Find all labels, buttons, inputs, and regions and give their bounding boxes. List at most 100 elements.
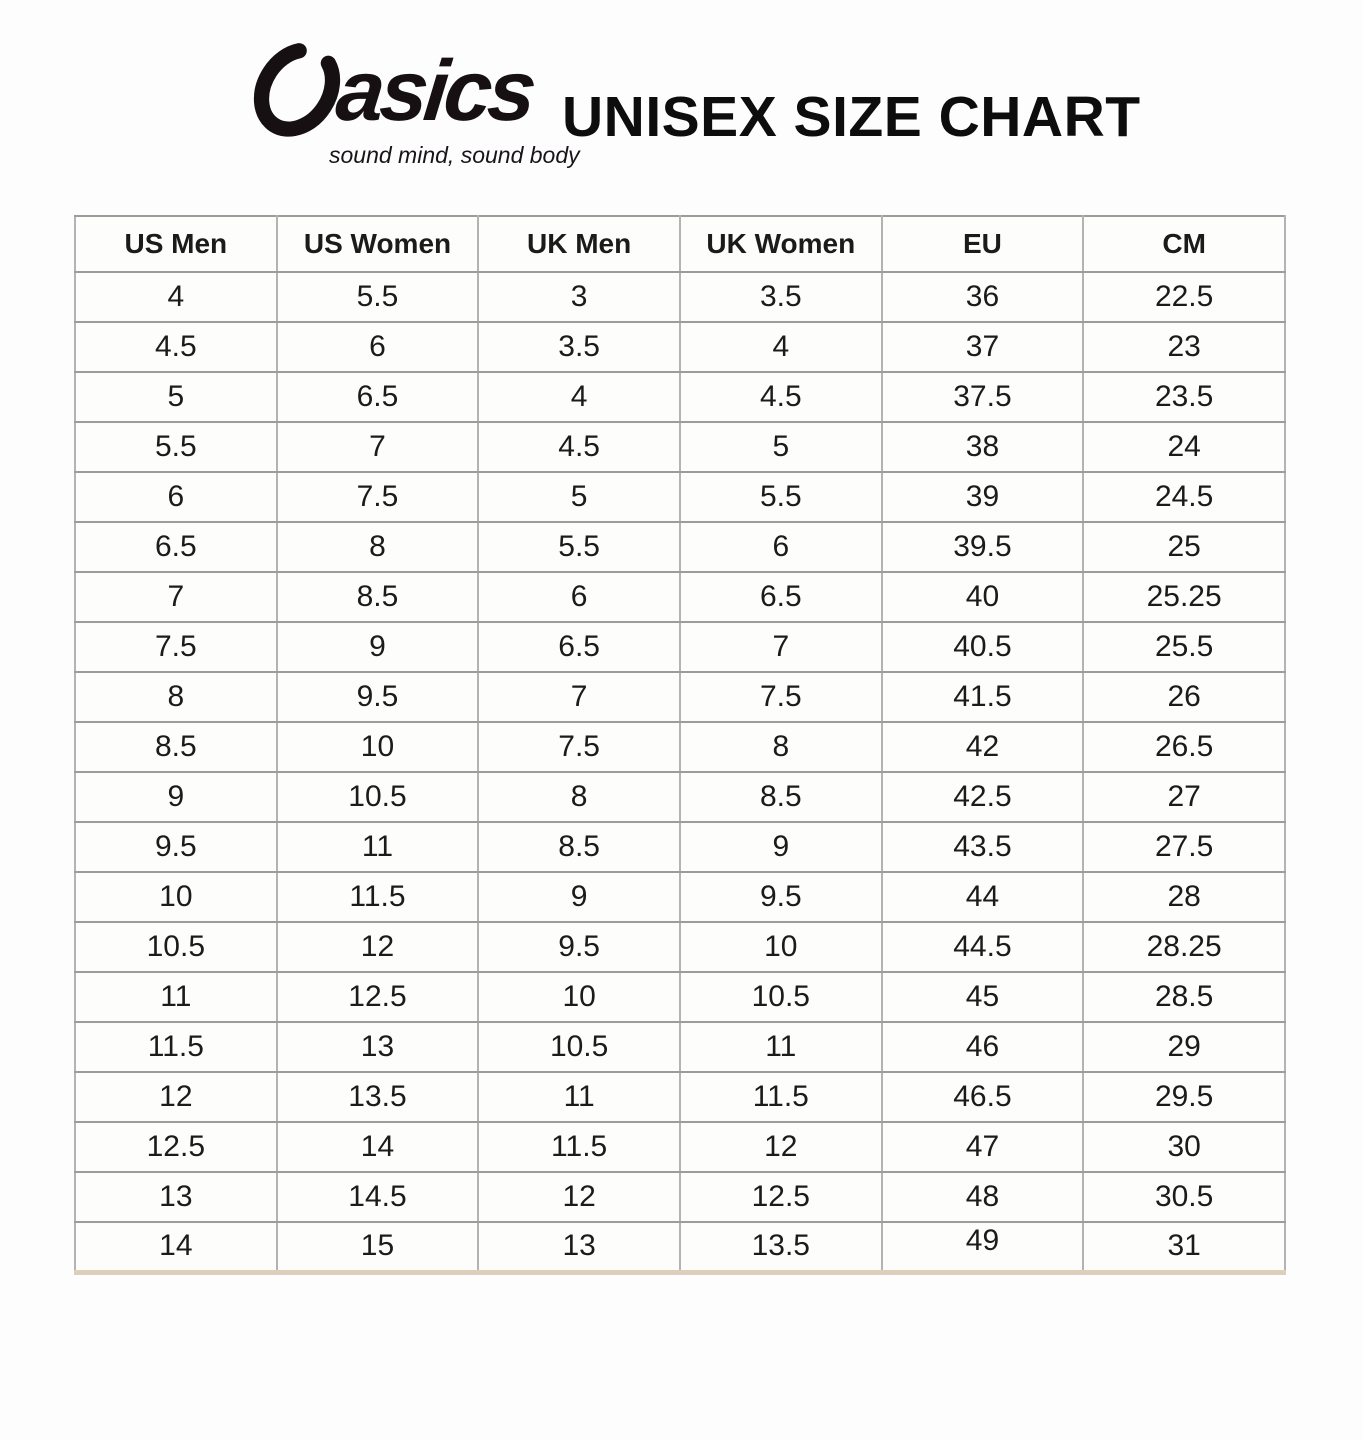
size-cell: 12: [477, 1171, 681, 1223]
size-cell: 8.5: [74, 721, 278, 773]
size-cell: 15: [275, 1221, 480, 1273]
table-row: 5 6.5 4 4.5 37.5 23.5: [74, 371, 1286, 423]
size-cell: 14: [74, 1221, 278, 1273]
size-cell: 11: [275, 821, 480, 873]
size-cell: 5: [74, 371, 278, 423]
size-cell: 25.5: [1082, 621, 1286, 673]
table-body: 4 5.5 3 3.5 36 22.5 4.5 6 3.5 4 37 23 5 6.5 4 4.5 37.5 23…: [74, 271, 1286, 1273]
size-cell: 9.5: [477, 921, 681, 973]
size-cell: 10.5: [678, 971, 883, 1023]
table-row: 7 8.5 6 6.5 40 25.25: [74, 571, 1286, 623]
brand-logo: asics sound mind, sound body: [253, 34, 580, 169]
size-cell: 9.5: [678, 871, 883, 923]
table-row: 9 10.5 8 8.5 42.5 27: [74, 771, 1286, 823]
size-cell: 44.5: [880, 921, 1085, 973]
size-cell: 40: [880, 571, 1085, 623]
column-header: UK Men: [477, 215, 681, 273]
size-cell: 10.5: [74, 921, 278, 973]
size-cell: 31: [1082, 1221, 1286, 1273]
size-cell: 7: [275, 421, 480, 473]
size-cell: 14: [275, 1121, 480, 1173]
size-cell: 12: [275, 921, 480, 973]
size-cell: 38: [880, 421, 1085, 473]
table-row: 10 11.5 9 9.5 44 28: [74, 871, 1286, 923]
table-row: 12 13.5 11 11.5 46.5 29.5: [74, 1071, 1286, 1123]
column-header: EU: [880, 215, 1085, 273]
size-cell: 41.5: [880, 671, 1085, 723]
size-cell: 26.5: [1082, 721, 1286, 773]
size-cell: 8.5: [275, 571, 480, 623]
size-cell: 6: [678, 521, 883, 573]
size-cell: 11.5: [74, 1021, 278, 1073]
size-cell: 7: [74, 571, 278, 623]
size-cell: 13.5: [275, 1071, 480, 1123]
size-cell: 48: [880, 1171, 1085, 1223]
table-row: 6.5 8 5.5 6 39.5 25: [74, 521, 1286, 573]
size-cell: 25.25: [1082, 571, 1286, 623]
size-cell: 10: [275, 721, 480, 773]
size-cell: 6.5: [678, 571, 883, 623]
size-cell: 36: [880, 271, 1085, 323]
size-cell: 9: [74, 771, 278, 823]
size-cell: 30.5: [1082, 1171, 1286, 1223]
size-cell: 6: [477, 571, 681, 623]
brand-tagline: sound mind, sound body: [329, 142, 580, 168]
size-cell: 6.5: [74, 521, 278, 573]
table-head: US Men US Women UK Men UK Women EU CM: [74, 215, 1286, 273]
size-cell: 4: [477, 371, 681, 423]
size-cell: 26: [1082, 671, 1286, 723]
size-cell: 29.5: [1082, 1071, 1286, 1123]
size-cell: 12.5: [678, 1171, 883, 1223]
size-cell: 47: [880, 1121, 1085, 1173]
size-cell: 45: [880, 971, 1085, 1023]
size-cell: 4: [678, 321, 883, 373]
size-cell: 10: [477, 971, 681, 1023]
size-cell: 6: [275, 321, 480, 373]
table-row: 13 14.5 12 12.5 48 30.5: [74, 1171, 1286, 1223]
size-cell: 8: [74, 671, 278, 723]
table-row: 11.5 13 10.5 11 46 29: [74, 1021, 1286, 1073]
size-cell: 9: [275, 621, 480, 673]
size-cell: 8.5: [477, 821, 681, 873]
size-cell: 7: [477, 671, 681, 723]
size-cell: 27: [1082, 771, 1286, 823]
table-row: 10.5 12 9.5 10 44.5 28.25: [74, 921, 1286, 973]
size-cell: 9.5: [275, 671, 480, 723]
size-cell: 39.5: [880, 521, 1085, 573]
size-cell: 7.5: [74, 621, 278, 673]
brand-wordmark: asics: [331, 43, 538, 139]
size-cell: 5.5: [477, 521, 681, 573]
table-row: 11 12.5 10 10.5 45 28.5: [74, 971, 1286, 1023]
size-cell: 3.5: [477, 321, 681, 373]
size-cell: 10.5: [275, 771, 480, 823]
size-cell: 10: [678, 921, 883, 973]
table-row: 4.5 6 3.5 4 37 23: [74, 321, 1286, 373]
table-row: 12.5 14 11.5 12 47 30: [74, 1121, 1286, 1173]
table-row: 5.5 7 4.5 5 38 24: [74, 421, 1286, 473]
size-cell: 5: [678, 421, 883, 473]
size-cell: 23: [1082, 321, 1286, 373]
table-row: 4 5.5 3 3.5 36 22.5: [74, 271, 1286, 323]
size-cell: 40.5: [880, 621, 1085, 673]
size-cell: 37: [880, 321, 1085, 373]
size-cell: 13: [477, 1221, 681, 1273]
size-cell: 3: [477, 271, 681, 323]
size-cell: 49: [880, 1221, 1085, 1273]
size-cell: 8.5: [678, 771, 883, 823]
size-cell: 28.5: [1082, 971, 1286, 1023]
size-cell: 7: [678, 621, 883, 673]
size-cell: 24: [1082, 421, 1286, 473]
size-cell: 42.5: [880, 771, 1085, 823]
table-row: 6 7.5 5 5.5 39 24.5: [74, 471, 1286, 523]
size-cell: 12: [74, 1071, 278, 1123]
size-cell: 5.5: [275, 271, 480, 323]
size-cell: 13.5: [678, 1221, 883, 1273]
size-cell: 11.5: [275, 871, 480, 923]
size-cell: 43.5: [880, 821, 1085, 873]
size-cell: 11.5: [678, 1071, 883, 1123]
table-row: 14 15 13 13.5 49 31: [74, 1221, 1286, 1273]
size-cell: 39: [880, 471, 1085, 523]
size-cell: 29: [1082, 1021, 1286, 1073]
size-cell: 11: [74, 971, 278, 1023]
